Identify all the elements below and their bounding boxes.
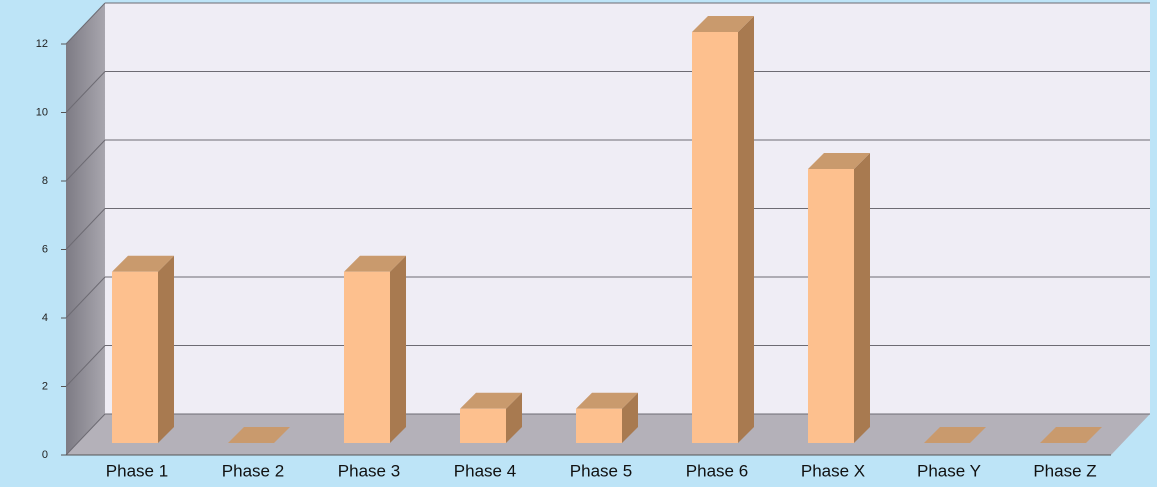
grid-line — [65, 345, 106, 387]
bar-top — [228, 427, 290, 443]
bar-side — [506, 392, 522, 443]
bar-side — [158, 255, 174, 443]
bar-side — [854, 153, 870, 443]
bar-side — [738, 16, 754, 443]
bar-top — [112, 255, 174, 272]
x-tick-label: Phase X — [801, 461, 865, 480]
y-tick-label: 10 — [36, 106, 48, 118]
grid-line — [65, 71, 106, 113]
grid-line — [65, 276, 106, 319]
y-tick-label: 4 — [42, 312, 48, 324]
bar-side — [390, 255, 406, 443]
bar-top — [460, 392, 522, 409]
y-tick-label: 8 — [42, 175, 48, 187]
bar — [808, 169, 854, 443]
x-tick-label: Phase 1 — [106, 461, 168, 480]
x-tick-label: Phase Y — [917, 461, 981, 480]
y-tick-label: 6 — [42, 243, 48, 255]
bar-top — [1040, 427, 1102, 443]
bar — [344, 271, 390, 443]
bar-top — [576, 392, 638, 409]
x-tick-label: Phase 4 — [454, 461, 516, 480]
x-tick-label: Phase 5 — [570, 461, 632, 480]
grid-line — [65, 2, 106, 45]
y-tick-label: 12 — [36, 38, 48, 50]
bar-side — [622, 392, 638, 443]
bar — [460, 408, 506, 443]
bar — [692, 32, 738, 443]
bar-top — [808, 153, 870, 169]
x-tick-label: Phase 3 — [338, 461, 400, 480]
x-tick-label: Phase 6 — [686, 461, 748, 480]
bar — [576, 408, 622, 443]
grid-line — [65, 413, 106, 456]
grid-line — [65, 208, 106, 250]
x-tick-label: Phase 2 — [222, 461, 284, 480]
bar-top — [924, 427, 986, 443]
bar-top — [692, 16, 754, 32]
x-tick-label: Phase Z — [1033, 461, 1096, 480]
y-tick-label: 2 — [42, 380, 48, 392]
y-tick-label: 0 — [42, 449, 48, 461]
bar-top — [344, 255, 406, 272]
bar — [112, 271, 158, 443]
grid-line — [65, 139, 106, 182]
